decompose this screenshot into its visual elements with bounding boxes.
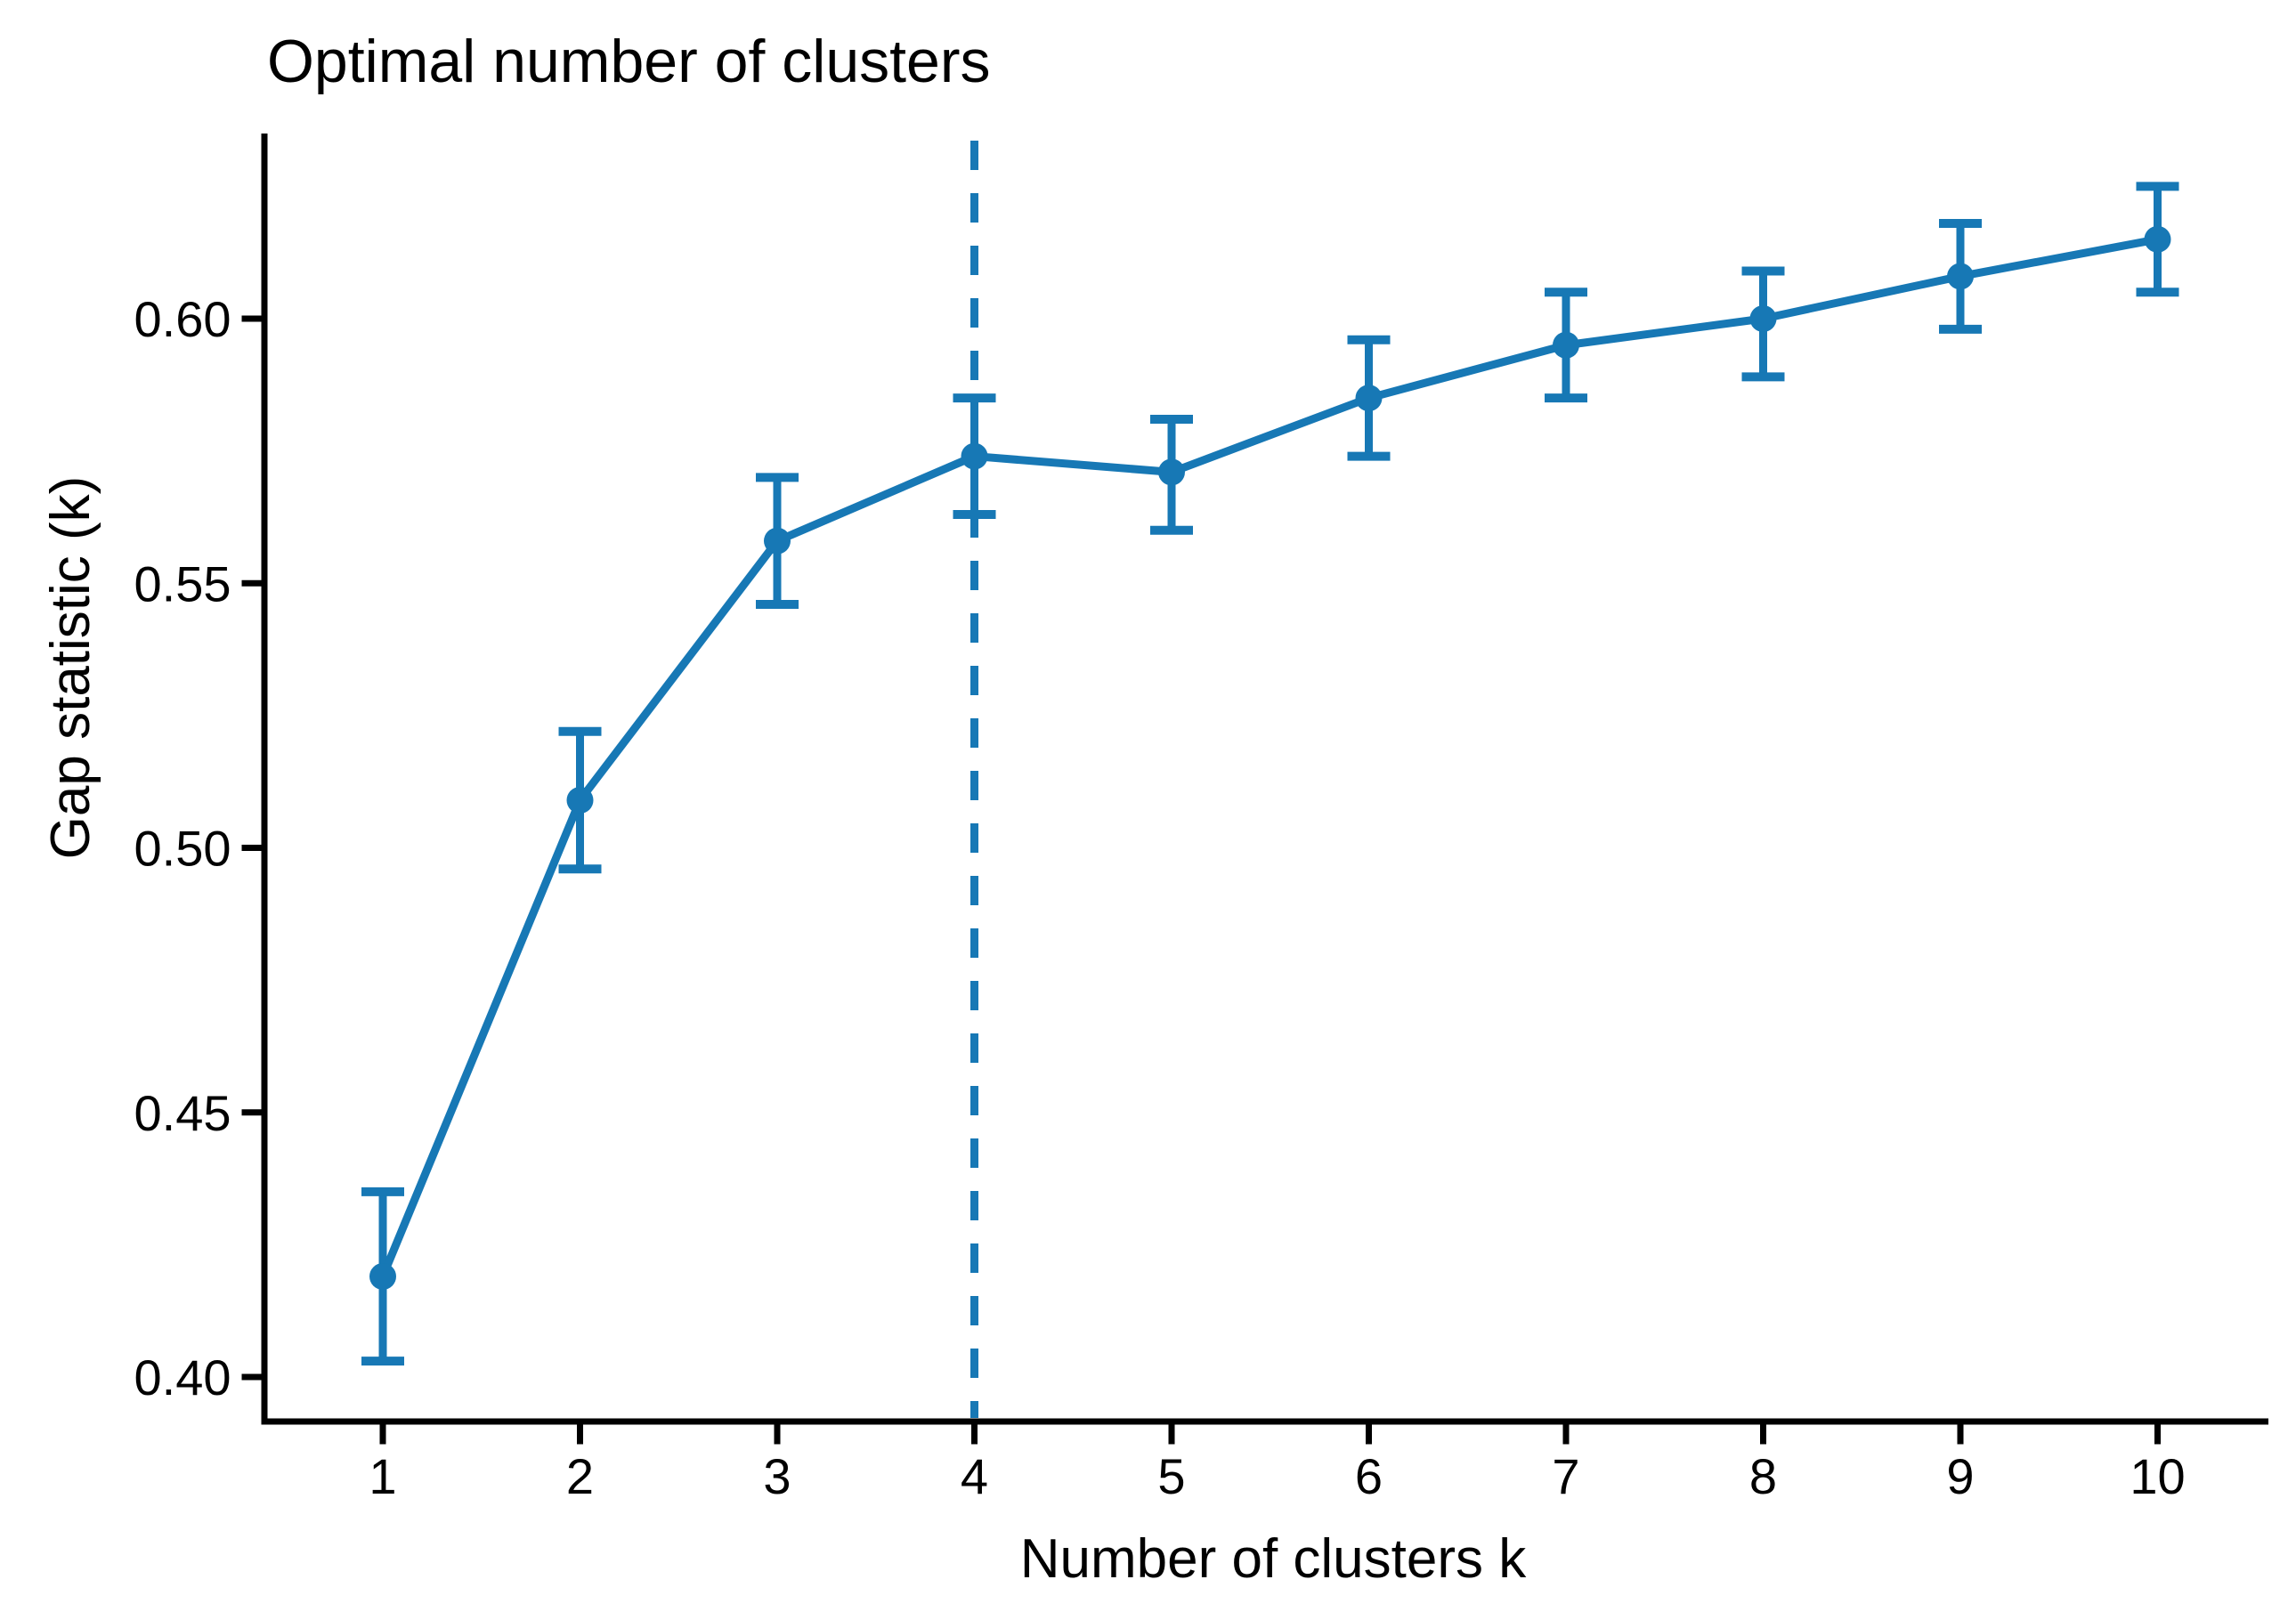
y-tick-label: 0.60 <box>134 291 231 347</box>
data-point <box>1355 385 1383 412</box>
error-bars-group <box>361 182 2179 1366</box>
y-tick-label: 0.50 <box>134 821 231 877</box>
y-tick-label: 0.55 <box>134 555 231 612</box>
y-axis-label: Gap statistic (k) <box>40 476 101 860</box>
x-tick-label: 9 <box>1946 1448 1974 1504</box>
data-point <box>764 527 791 555</box>
x-tick-label: 5 <box>1157 1448 1185 1504</box>
x-axis: 1 2 3 4 5 6 7 8 9 10 <box>261 1418 2268 1504</box>
x-axis-label: Number of clusters k <box>1020 1528 1528 1590</box>
data-point <box>1947 263 1974 290</box>
data-point <box>961 442 988 470</box>
data-point <box>2144 225 2171 253</box>
series-line <box>378 235 2162 1281</box>
x-tick-label: 8 <box>1749 1448 1777 1504</box>
x-tick-label: 1 <box>369 1448 396 1504</box>
x-tick-label: 4 <box>961 1448 988 1504</box>
data-point <box>1158 458 1185 486</box>
data-point <box>369 1263 396 1291</box>
data-point <box>1553 331 1579 359</box>
x-tick-label: 3 <box>763 1448 791 1504</box>
y-tick-label: 0.40 <box>134 1349 231 1405</box>
x-tick-label: 7 <box>1552 1448 1579 1504</box>
data-points-group <box>369 225 2171 1291</box>
x-tick-label: 6 <box>1355 1448 1383 1504</box>
x-tick-label: 2 <box>566 1448 594 1504</box>
data-point <box>1749 305 1777 332</box>
y-tick-label: 0.45 <box>134 1085 231 1141</box>
x-tick-label: 10 <box>2130 1448 2185 1504</box>
data-point <box>566 786 594 814</box>
chart-title: Optimal number of clusters <box>267 28 991 95</box>
y-axis: 0.40 0.45 0.50 0.55 0.60 <box>134 134 268 1425</box>
